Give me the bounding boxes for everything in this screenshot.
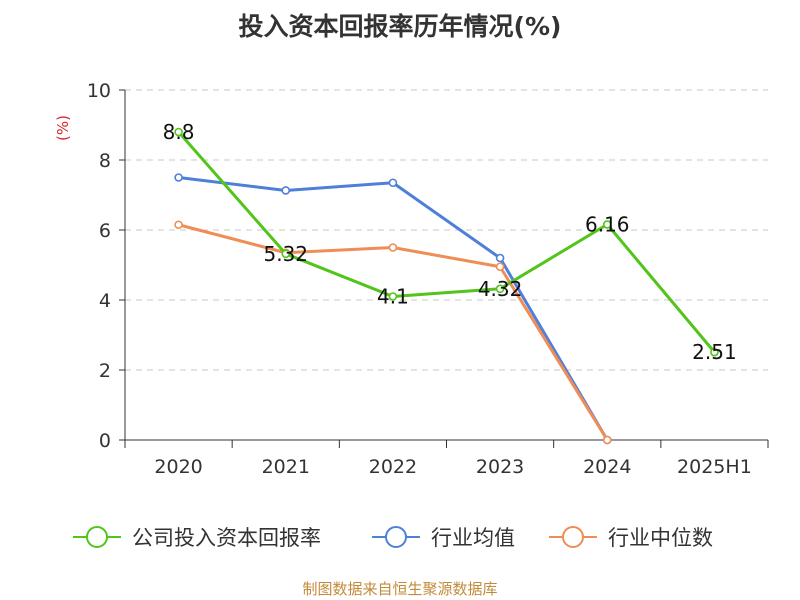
data-point [174, 220, 183, 230]
data-point [174, 173, 183, 182]
data-point [602, 220, 612, 229]
data-point [388, 292, 398, 301]
data-point [174, 127, 183, 137]
data-label: 5.32 [263, 242, 308, 266]
legend-marker [385, 526, 407, 548]
data-label: 8.8 [163, 120, 195, 144]
data-point [388, 243, 398, 252]
data-point [602, 435, 612, 445]
data-point [495, 253, 505, 263]
legend-label: 行业中位数 [608, 526, 713, 550]
data-point [495, 284, 505, 294]
y-axis-label: (%) [54, 115, 72, 141]
data-point [388, 178, 398, 188]
data-label: 4.1 [377, 285, 409, 309]
legend-label: 行业均值 [431, 526, 515, 550]
legend-label: 公司投入资本回报率 [132, 526, 321, 550]
data-point [710, 347, 719, 357]
data-source-note: 制图数据来自恒生聚源数据库 [302, 580, 498, 598]
legend-marker [86, 526, 108, 548]
data-label: 2.51 [692, 340, 737, 364]
series-line [178, 176, 609, 441]
y-tick-label: 8 [99, 150, 111, 172]
y-tick-label: 6 [99, 220, 111, 242]
data-point [281, 186, 291, 195]
data-label: 6.16 [585, 212, 630, 236]
chart-title: 投入资本回报率历年情况(%) [238, 12, 562, 41]
x-tick-label: 2024 [583, 456, 631, 478]
y-tick-label: 10 [87, 80, 111, 102]
x-tick-label: 2025H1 [677, 456, 752, 478]
data-label: 4.32 [478, 277, 523, 301]
x-tick-label: 2023 [476, 456, 524, 478]
data-point [495, 262, 505, 272]
y-tick-label: 4 [99, 290, 111, 312]
legend-marker [562, 526, 584, 548]
x-tick-label: 2022 [369, 456, 417, 478]
series-line [177, 131, 716, 354]
x-tick-label: 2021 [262, 456, 310, 478]
y-tick-label: 2 [99, 360, 111, 382]
x-tick-label: 2020 [154, 456, 202, 478]
data-point [281, 249, 291, 259]
y-tick-label: 0 [99, 430, 111, 452]
